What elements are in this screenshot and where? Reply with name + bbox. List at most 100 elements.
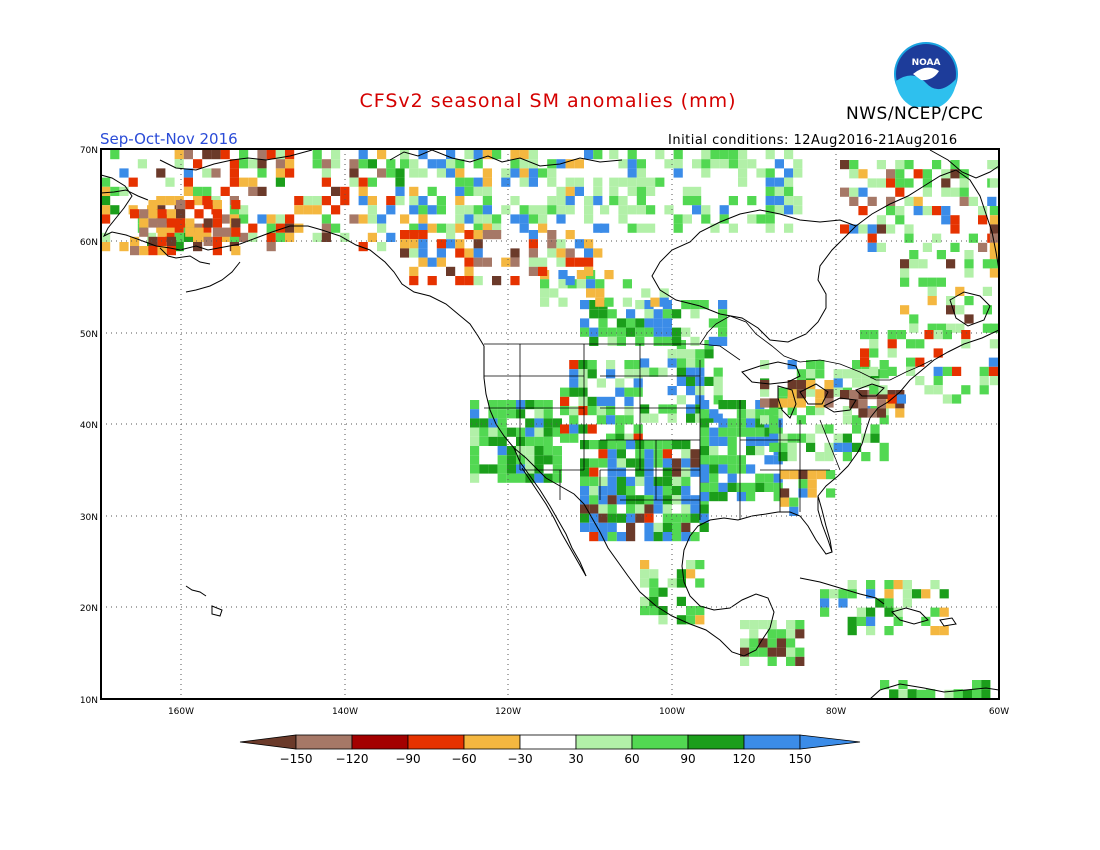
anomaly-cell (879, 442, 889, 452)
anomaly-cell (436, 168, 446, 178)
anomaly-cell (616, 458, 626, 468)
anomaly-cell (627, 150, 637, 160)
anomaly-cell (672, 486, 682, 496)
anomaly-cell (367, 196, 377, 206)
anomaly-cell (312, 196, 322, 206)
anomaly-cell (815, 424, 825, 434)
anomaly-cell (400, 230, 410, 240)
anomaly-cell (600, 205, 610, 215)
anomaly-cell (784, 196, 794, 206)
anomaly-cell (543, 427, 553, 437)
anomaly-cell (194, 209, 204, 219)
anomaly-cell (796, 433, 806, 443)
anomaly-cell (906, 339, 916, 349)
anomaly-cell (574, 239, 584, 249)
colorbar-swatch (351, 734, 409, 750)
anomaly-cell (565, 276, 575, 286)
anomaly-cell (409, 159, 419, 169)
anomaly-cell (784, 205, 794, 215)
anomaly-cell (211, 150, 221, 160)
anomaly-cell (183, 232, 193, 242)
lat-lon-grid (101, 149, 999, 699)
anomaly-cell (607, 522, 617, 532)
anomaly-cell (932, 206, 942, 216)
anomaly-cell (867, 242, 877, 252)
anomaly-cell (212, 200, 222, 210)
anomaly-cell (640, 578, 650, 588)
anomaly-cell (386, 205, 396, 215)
anomaly-cell (626, 458, 636, 468)
anomaly-cell (598, 522, 608, 532)
anomaly-cell (964, 250, 974, 260)
anomaly-cell (700, 473, 710, 483)
anomaly-cell (727, 436, 737, 446)
anomaly-cell (876, 399, 886, 409)
anomaly-cell (584, 214, 594, 224)
anomaly-cell (738, 159, 748, 169)
colorbar-swatches (295, 734, 801, 750)
anomaly-cell (157, 236, 167, 246)
anomaly-cell (624, 406, 634, 416)
anomaly-cell (989, 376, 999, 386)
anomaly-cell (655, 177, 665, 187)
anomaly-cell (918, 259, 928, 269)
anomaly-cell (609, 150, 619, 160)
anomaly-cell (598, 476, 608, 486)
anomaly-cell (174, 159, 184, 169)
anomaly-cell (549, 288, 559, 298)
colorbar-label: 90 (680, 752, 695, 766)
anomaly-cell (895, 399, 905, 409)
anomaly-cell (506, 455, 516, 465)
anomaly-cell (436, 196, 446, 206)
anomaly-cell (922, 206, 932, 216)
anomaly-cell (618, 159, 628, 169)
anomaly-cell (858, 224, 868, 234)
anomaly-cell (708, 336, 718, 346)
anomaly-cell (584, 239, 594, 249)
anomaly-cell (959, 169, 969, 179)
anomaly-cell (829, 589, 839, 599)
anomaly-cell (519, 223, 529, 233)
season-label: Sep-Oct-Nov 2016 (100, 130, 238, 148)
anomaly-cell (968, 233, 978, 243)
anomaly-cell (942, 366, 952, 376)
anomaly-cell (921, 616, 931, 626)
anomaly-cell (285, 150, 295, 160)
anomaly-cell (989, 215, 999, 225)
anomaly-cell (840, 160, 850, 170)
map-frame (100, 148, 1000, 700)
anomaly-cell (510, 150, 520, 160)
anomaly-cell (789, 506, 799, 516)
anomaly-cell (989, 259, 999, 269)
anomaly-cell (488, 418, 498, 428)
anomaly-cell (700, 400, 710, 410)
anomaly-cell (598, 449, 608, 459)
anomaly-cell (786, 620, 796, 630)
colorbar-swatch (295, 734, 353, 750)
anomaly-cell (580, 513, 590, 523)
anomaly-cell (644, 327, 654, 337)
anomaly-cell (718, 318, 728, 328)
anomaly-cell (436, 257, 446, 267)
anomaly-cell (470, 473, 480, 483)
anomaly-cell (653, 336, 663, 346)
anomaly-cell (606, 406, 616, 416)
anomaly-cell (987, 196, 997, 206)
anomaly-cell (534, 427, 544, 437)
anomaly-cell (538, 266, 548, 276)
anomaly-cell (842, 433, 852, 443)
anomaly-cell (525, 436, 535, 446)
anomaly-cell (946, 259, 956, 269)
anomaly-cell (488, 427, 498, 437)
anomaly-cell (367, 205, 377, 215)
anomaly-cell (887, 348, 897, 358)
anomaly-cell (755, 418, 765, 428)
anomaly-cell (918, 277, 928, 287)
colorbar-label: −60 (451, 752, 476, 766)
anomaly-cell (604, 270, 614, 280)
anomaly-cell (907, 689, 917, 699)
anomaly-cell (898, 689, 908, 699)
anomaly-cell (787, 389, 797, 399)
anomaly-cell (607, 495, 617, 505)
anomaly-cell (876, 178, 886, 188)
